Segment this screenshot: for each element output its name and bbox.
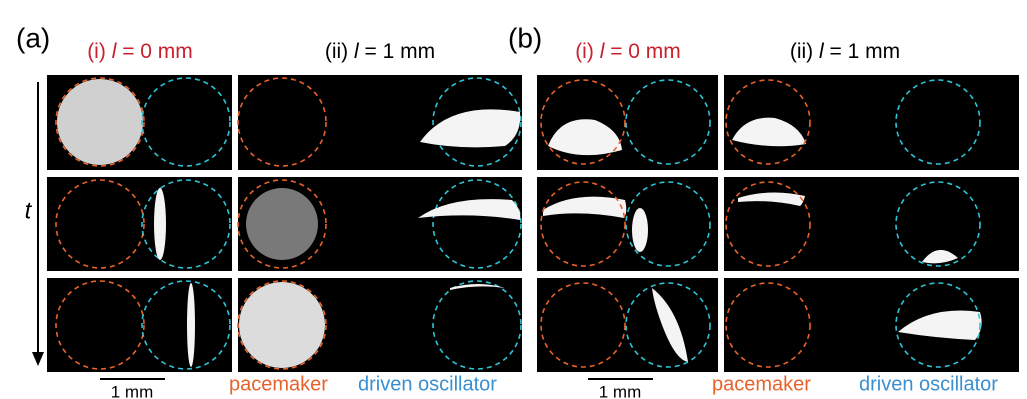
column-title: (i) l = 0 mm [87,40,193,63]
column-title: (ii) l = 1 mm [790,40,900,63]
scale-bar-label: 1 mm [599,382,642,399]
title-suffix: = 1 mm [359,40,435,63]
title-suffix: = 1 mm [824,40,900,63]
legend-driven: driven oscillator [358,373,497,395]
title-prefix: (ii) [790,40,819,63]
frames-a-i [47,75,232,372]
title-suffix: = 0 mm [116,40,192,63]
legend-pacemaker: pacemaker [712,373,811,395]
title-suffix: = 0 mm [604,40,680,63]
panel-label: (a) [16,22,50,53]
title-prefix: (ii) [325,40,354,63]
column-title: (i) l = 0 mm [575,40,681,63]
legend-driven: driven oscillator [859,373,998,395]
column-title: (ii) l = 1 mm [325,40,435,63]
panel-label: (b) [508,22,542,53]
title-prefix: (i) [575,40,600,63]
frames-b-i [537,75,718,372]
frames-a-ii [238,75,522,372]
time-label: t [25,197,33,224]
frames-b-ii [724,75,1019,372]
title-prefix: (i) [87,40,112,63]
arrow-head [32,352,44,366]
legend-pacemaker: pacemaker [229,373,328,395]
figure: (a) (b) (i) l = 0 mm (ii) l = 1 mm (i) l… [0,0,1027,399]
scale-bar-label: 1 mm [111,382,154,399]
